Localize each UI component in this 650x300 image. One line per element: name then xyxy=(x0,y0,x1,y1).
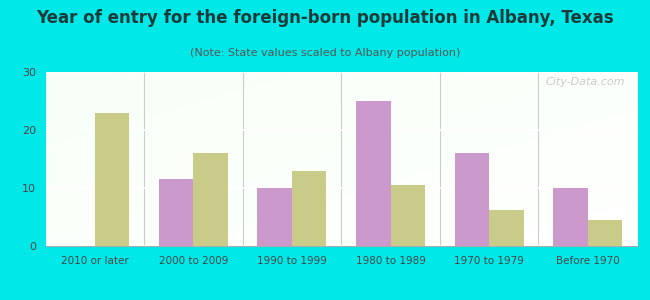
Text: (Note: State values scaled to Albany population): (Note: State values scaled to Albany pop… xyxy=(190,48,460,58)
Text: Year of entry for the foreign-born population in Albany, Texas: Year of entry for the foreign-born popul… xyxy=(36,9,614,27)
Bar xyxy=(292,171,326,246)
Bar xyxy=(553,188,588,246)
Bar xyxy=(588,220,622,246)
Bar xyxy=(257,188,292,246)
Bar xyxy=(454,153,489,246)
Bar xyxy=(489,210,524,246)
Bar xyxy=(159,179,194,246)
Bar xyxy=(194,153,228,246)
Text: City-Data.com: City-Data.com xyxy=(545,77,625,87)
Bar xyxy=(95,112,129,246)
Bar xyxy=(391,185,425,246)
Bar xyxy=(356,101,391,246)
